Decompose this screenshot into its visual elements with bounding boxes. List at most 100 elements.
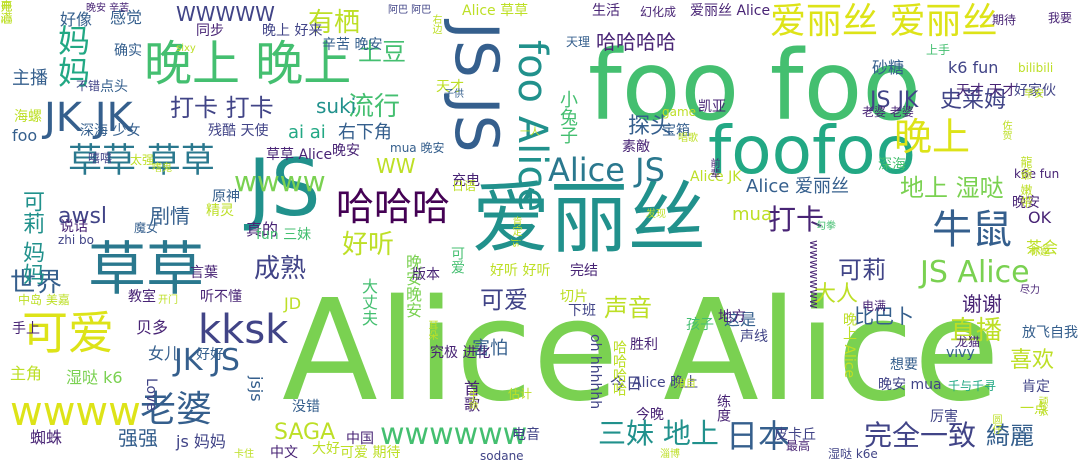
word: 完结 [570,263,598,279]
word: 晚上 [894,115,971,159]
word: 地上 湿哒 [900,174,1004,202]
word: 探头 [628,114,673,139]
word: 首歌 [461,380,480,412]
word: 哈哈哈哈 [611,340,627,396]
word: 电满 [862,299,887,313]
word: oh hhhhhh [587,334,603,410]
word: 妈妈 [53,24,91,88]
word: 估计 [508,387,533,401]
word: 晚安 [1012,195,1040,211]
word: 究极 进化 [430,345,491,361]
word: 言葉 [190,265,218,281]
word: 地方 [718,309,746,325]
word: 完全一致 [864,419,977,452]
word: 今日 [610,374,643,393]
word: game [662,105,697,119]
word: 海螺 [14,109,42,125]
word: 比巴卜 [854,304,914,328]
word: 打卡 [768,203,825,236]
word: 凯亚 [698,99,726,115]
word: awsl [58,204,108,229]
word: 我要 [1048,11,1073,25]
word: 蜘蛛 [30,428,63,447]
word: k6e fun [1014,167,1060,181]
word: 晚安 mua [878,377,942,393]
word: wwww [234,165,326,198]
word: 卡住 [234,449,254,460]
word: 残酷 天使 [208,123,269,139]
word: 成熟 [254,254,307,284]
word: Alice 爱丽丝 [746,176,850,197]
word: OK [1028,208,1052,227]
word: 天才 天才 [956,83,1017,99]
word: 谢谢 [962,292,1002,316]
word: 牛鼠 [932,207,1012,253]
word: 强强 [118,426,158,450]
word: 天理 [566,35,591,49]
word: 土豆 [358,38,406,66]
word: 宝箱 [662,123,690,139]
word: 魔女 [134,221,159,235]
word: 听不懂 [200,289,242,305]
word: 哈哈哈 [336,185,451,229]
word: 嗜鬼 [152,163,172,174]
word: 老婆 [140,389,213,430]
word: 有栖 [308,8,361,38]
word: 厉害 [930,409,958,425]
word: 龍爺 嫩带 [1019,156,1033,208]
word: 右边 [430,14,441,34]
word: Alice 晚上 [632,375,699,391]
word: 练度 [715,394,731,422]
word: 子供 [444,89,464,100]
word: 大丈夫 [359,278,378,326]
word: 孩子 [686,317,714,333]
word: 晚上 晚上 [144,36,352,92]
word: 辛苦 晚安 [322,37,383,53]
word: 小兔子 [557,90,578,144]
word: foo foo [588,30,922,142]
word: sixy [176,43,196,54]
word: 一点 [1020,401,1048,417]
word: 可爱 期待 [340,445,401,461]
word: 生活 [592,3,620,19]
word: k6 fun [948,58,999,77]
word: 幻化成 [640,5,677,19]
word: 不错 [76,79,101,93]
word: 剧情 [150,204,190,228]
word: 今晚 [636,407,664,423]
word: 没错 [292,399,320,415]
word: 最高 [786,439,811,453]
word: wwwwwww [807,240,821,309]
word: 电满 [0,0,13,24]
word: 版本 [412,267,440,283]
word: 天才 [436,79,464,95]
word: JS Alice [920,255,1030,290]
word: 素敵 [622,139,650,155]
word: mua 晚安 [390,141,445,155]
word: SAGA [274,420,336,445]
word: 中文 [270,445,298,461]
word: 可莉 [838,256,886,284]
word: 点头 [100,79,128,95]
word: WWWWW [176,2,275,26]
word: 一人 [520,127,540,138]
word: 千与千寻 [948,379,997,393]
word: JK JS [174,343,240,378]
word: 好像 [60,10,93,29]
word: JS JK [870,88,919,113]
word: wwwwww [380,417,528,452]
word: 爱丽丝 爱丽丝 [770,1,998,42]
word: wwww [10,389,141,435]
word: 放飞自我 [1022,325,1078,341]
word: foo Alice [509,40,555,212]
word: mua [732,204,772,225]
word: 嘻嘻 [88,151,113,165]
word: JS JS [441,22,511,153]
word: 精灵 [206,203,234,219]
word: 想要 [890,357,918,373]
word: 爱丽丝 [472,174,707,264]
word: 切片 [560,289,588,305]
word: 顽张 [1036,396,1047,416]
word: 直播 [950,316,1003,346]
word: Alice JS [548,151,665,189]
